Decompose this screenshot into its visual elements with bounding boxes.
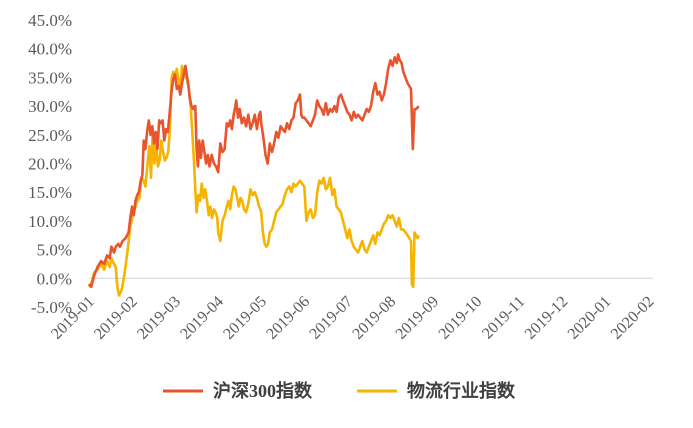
y-tick-label: 30.0% [28,97,72,116]
y-tick-label: 35.0% [28,68,72,87]
x-tick-label: 2019-06 [263,293,313,343]
x-tick-label: 2019-07 [306,293,356,343]
y-tick-label: 5.0% [37,241,72,260]
y-tick-label: 10.0% [28,212,72,231]
x-tick-label: 2019-10 [436,293,486,343]
y-tick-label: -5.0% [31,298,72,317]
x-tick-label: 2019-02 [91,293,141,343]
y-tick-label: 0.0% [37,269,72,288]
legend-label-logistics: 物流行业指数 [407,380,516,401]
y-tick-label: 20.0% [28,155,72,174]
y-axis-tick-labels: -5.0% 0.0% 5.0% 10.0% 15.0% 20.0% 25.0% 30.0% 35… [28,11,72,317]
x-tick-label: 2020-02 [608,293,658,343]
x-tick-label: 2019-09 [393,293,443,343]
series-line-hs300 [87,53,420,289]
series-line-logistics [87,64,420,297]
legend-label-hs300: 沪深300指数 [213,380,313,401]
y-tick-label: 40.0% [28,40,72,59]
y-tick-label: 15.0% [28,183,72,202]
x-axis-tick-labels: 2019-012019-022019-032019-042019-052019-… [48,293,657,343]
series-lines [87,53,420,297]
x-tick-label: 2019-12 [522,293,572,343]
x-tick-label: 2019-05 [220,293,270,343]
y-tick-label: 45.0% [28,11,72,30]
x-tick-label: 2020-01 [565,293,615,343]
x-tick-label: 2019-08 [349,293,399,343]
legend: 沪深300指数 物流行业指数 [163,380,516,401]
x-tick-label: 2019-04 [177,293,227,343]
y-tick-label: 25.0% [28,126,72,145]
x-tick-label: 2019-03 [134,293,184,343]
x-tick-label: 2019-11 [479,293,528,342]
